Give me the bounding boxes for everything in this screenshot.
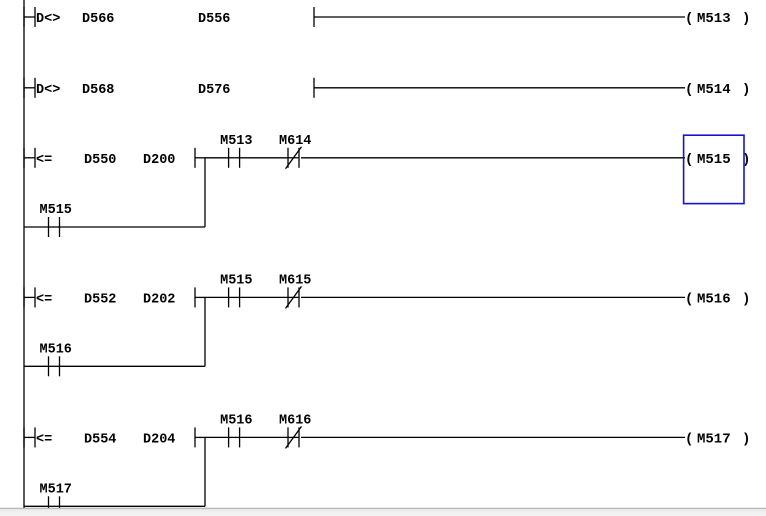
svg-text:D<>: D<> xyxy=(36,83,60,98)
svg-text:M614: M614 xyxy=(279,134,311,149)
svg-text:D200: D200 xyxy=(143,153,175,168)
svg-text:D568: D568 xyxy=(82,83,114,98)
svg-text:<=: <= xyxy=(36,292,52,307)
svg-text:D566: D566 xyxy=(82,12,114,27)
svg-text:D550: D550 xyxy=(84,153,116,168)
svg-text:D556: D556 xyxy=(198,12,230,27)
svg-text:): ) xyxy=(742,11,750,27)
svg-text:): ) xyxy=(742,431,750,447)
svg-text:M513: M513 xyxy=(220,134,252,149)
svg-text:<=: <= xyxy=(36,432,52,447)
svg-text:M515: M515 xyxy=(40,203,72,218)
svg-text:M516: M516 xyxy=(40,342,72,357)
svg-text:): ) xyxy=(742,291,750,307)
svg-text:D552: D552 xyxy=(84,292,116,307)
svg-text:M515: M515 xyxy=(220,273,252,288)
svg-text:(: ( xyxy=(685,431,693,447)
svg-text:M514: M514 xyxy=(697,82,731,98)
svg-text:<=: <= xyxy=(36,153,52,168)
svg-text:M515: M515 xyxy=(697,152,731,168)
svg-text:M516: M516 xyxy=(220,413,252,428)
svg-text:D<>: D<> xyxy=(36,12,60,27)
svg-text:(: ( xyxy=(685,291,693,307)
svg-text:(: ( xyxy=(685,82,693,98)
svg-text:D576: D576 xyxy=(198,83,230,98)
svg-text:D202: D202 xyxy=(143,292,175,307)
svg-text:M517: M517 xyxy=(697,431,731,447)
svg-text:M616: M616 xyxy=(279,413,311,428)
svg-text:M516: M516 xyxy=(697,291,731,307)
svg-text:M615: M615 xyxy=(279,273,311,288)
svg-text:): ) xyxy=(742,82,750,98)
svg-text:M513: M513 xyxy=(697,11,731,27)
svg-text:(: ( xyxy=(685,11,693,27)
svg-text:(: ( xyxy=(685,152,693,168)
svg-text:D554: D554 xyxy=(84,432,116,447)
svg-text:D204: D204 xyxy=(143,432,175,447)
svg-text:M517: M517 xyxy=(40,482,72,497)
